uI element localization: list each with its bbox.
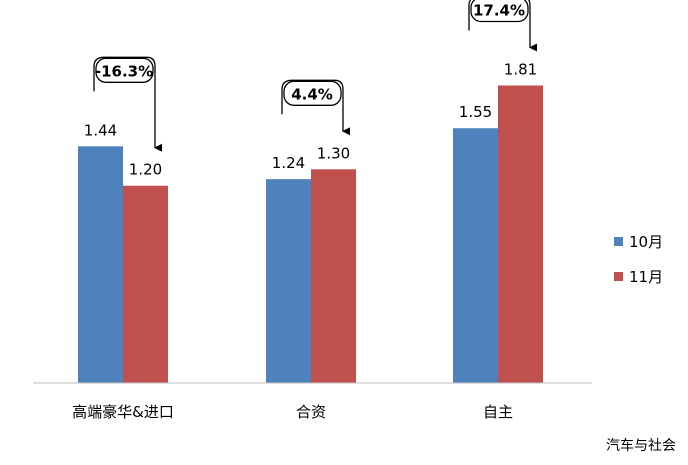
bar-11-2	[498, 85, 543, 384]
data-label-10-0: 1.44	[84, 121, 117, 139]
bar-11-1	[311, 169, 356, 383]
annotation-pill-0	[95, 57, 154, 83]
legend-item-10: 10月	[614, 232, 664, 251]
annotation-bracket-1	[281, 79, 350, 136]
data-label-11-0: 1.20	[129, 161, 162, 179]
watermark: 汽车与社会	[606, 438, 676, 454]
legend-item-11: 11月	[614, 267, 664, 286]
change-annotation-0: -16.3%	[93, 56, 162, 152]
annotation-text-1: 4.4%	[291, 85, 333, 103]
bars-layer	[78, 85, 543, 384]
data-label-10-1: 1.24	[272, 154, 305, 172]
annotation-text-2: 17.4%	[473, 1, 525, 19]
annotation-bracket-0	[93, 56, 162, 152]
x-tick-label-2: 自主	[483, 403, 513, 421]
data-label-10-2: 1.55	[459, 103, 492, 121]
x-tick-label-1: 合资	[296, 403, 326, 421]
bar-10-1	[266, 179, 311, 383]
legend-label-10: 10月	[629, 232, 664, 251]
data-label-11-2: 1.81	[504, 60, 537, 78]
legend-swatch-11	[614, 271, 623, 281]
data-label-11-1: 1.30	[317, 144, 350, 162]
x-tick-labels: 高端豪华&进口 合资 自主	[72, 403, 513, 421]
annotation-pill-1	[283, 80, 342, 106]
annotation-bracket-2	[468, 0, 537, 52]
annotation-pill-2	[470, 0, 529, 23]
legend-label-11: 11月	[629, 267, 664, 286]
data-labels-layer: 1.44 1.20 1.24 1.30 1.55 1.81	[84, 60, 537, 178]
change-annotation-1: 4.4%	[281, 79, 350, 136]
bar-11-0	[123, 185, 168, 383]
bar-10-2	[453, 128, 498, 383]
legend: 10月 11月	[614, 232, 663, 302]
bar-10-0	[78, 146, 123, 383]
annotation-text-0: -16.3%	[95, 62, 153, 80]
x-tick-label-0: 高端豪华&进口	[72, 403, 174, 421]
legend-swatch-10	[614, 236, 623, 246]
change-annotation-2: 17.4%	[468, 0, 537, 52]
change-annotations-layer: -16.3% 4.4% 17.4%	[93, 0, 537, 152]
